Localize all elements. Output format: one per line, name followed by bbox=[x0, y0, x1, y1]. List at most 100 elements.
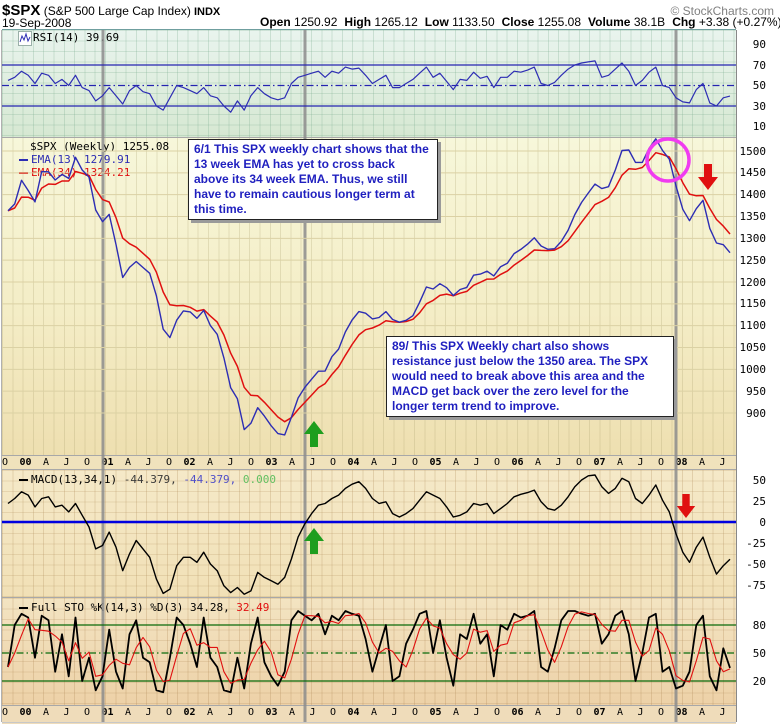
y-axis-label: 50 bbox=[752, 79, 766, 92]
ema34-label: EMA(34) 1324.21 bbox=[31, 166, 131, 179]
quote-key: Open bbox=[260, 15, 295, 29]
x-axis-label: 07 bbox=[593, 457, 606, 468]
x-axis-label: 05 bbox=[429, 707, 442, 718]
sto-k-value: 34.28, bbox=[183, 601, 230, 614]
ema34-line-swatch bbox=[19, 172, 28, 174]
x-axis-label: J bbox=[555, 457, 562, 468]
x-axis-row-top bbox=[2, 456, 736, 470]
rsi-panel bbox=[2, 30, 736, 137]
y-axis-label: 1200 bbox=[739, 275, 767, 289]
macd-line-swatch bbox=[19, 479, 28, 481]
y-axis-label: 20 bbox=[752, 674, 766, 688]
quote-key: Close bbox=[501, 15, 538, 29]
x-axis-label: A bbox=[42, 707, 50, 718]
y-axis-label: 900 bbox=[746, 406, 766, 420]
header-title: $SPX (S&P 500 Large Cap Index) INDX bbox=[2, 2, 220, 20]
y-axis-label: -25 bbox=[746, 536, 766, 550]
x-axis-label: J bbox=[473, 707, 480, 718]
y-axis-label: 1500 bbox=[739, 144, 767, 158]
quote-key: Low bbox=[424, 15, 453, 29]
x-axis-label: O bbox=[493, 457, 501, 468]
x-axis-label: J bbox=[309, 457, 316, 468]
x-axis-label: J bbox=[719, 457, 726, 468]
x-axis-label: 06 bbox=[511, 457, 524, 468]
macd-panel bbox=[2, 470, 736, 598]
x-axis-label: J bbox=[227, 707, 234, 718]
chart-date: 19-Sep-2008 bbox=[2, 16, 72, 30]
quote-value: 1255.08 bbox=[537, 15, 582, 29]
x-axis-label: A bbox=[616, 707, 624, 718]
x-axis-label: J bbox=[555, 707, 562, 718]
macd-value-2: -44.379, bbox=[176, 473, 237, 486]
annotation-note-ema: 6/1 This SPX weekly chart shows that the… bbox=[188, 139, 438, 220]
y-axis-label: 1250 bbox=[739, 253, 767, 267]
x-axis-label: O bbox=[1, 457, 9, 468]
x-axis-label: J bbox=[145, 707, 152, 718]
y-axis-label: 1300 bbox=[739, 231, 767, 245]
y-axis-label: 1400 bbox=[739, 188, 767, 202]
x-axis-label: 04 bbox=[347, 707, 360, 718]
exchange-label: INDX bbox=[190, 6, 221, 18]
y-axis-label: 1100 bbox=[739, 319, 767, 333]
x-axis-label: A bbox=[698, 457, 706, 468]
x-axis-label: O bbox=[493, 707, 501, 718]
x-axis-label: O bbox=[247, 707, 255, 718]
stochastic-legend: Full STO %K(14,3) %D(3) 34.28, 32.49 bbox=[19, 601, 269, 614]
x-axis-label: O bbox=[329, 707, 337, 718]
macd-value-1: -44.379, bbox=[117, 473, 177, 486]
x-axis-label: A bbox=[370, 707, 378, 718]
quote-bar: Open 1250.92 High 1265.12 Low 1133.50 Close… bbox=[260, 15, 780, 29]
price-legend: $SPX (Weekly) 1255.08 bbox=[30, 140, 170, 153]
quote-value: 38.1B bbox=[633, 15, 666, 29]
x-axis-label: A bbox=[534, 707, 542, 718]
x-axis-label: A bbox=[452, 457, 460, 468]
x-axis-label: J bbox=[391, 457, 398, 468]
x-axis-label: O bbox=[165, 457, 173, 468]
x-axis-label: A bbox=[370, 457, 378, 468]
x-axis-label: J bbox=[63, 707, 70, 718]
ema13-line-swatch bbox=[19, 159, 28, 161]
x-axis-label: J bbox=[473, 457, 480, 468]
annotation-note-resistance: 89/ This SPX Weekly chart also shows res… bbox=[386, 336, 674, 417]
x-axis-label: O bbox=[1, 707, 9, 718]
macd-value-3: 0.000 bbox=[236, 473, 277, 486]
x-axis-label: 06 bbox=[511, 707, 524, 718]
x-axis-label: 02 bbox=[183, 457, 196, 468]
y-axis-label: 1150 bbox=[739, 297, 767, 311]
sto-line-swatch bbox=[19, 607, 28, 609]
y-axis-label: 950 bbox=[746, 384, 766, 398]
x-axis-label: J bbox=[719, 707, 726, 718]
x-axis-label: 08 bbox=[675, 457, 688, 468]
x-axis-label: J bbox=[309, 707, 316, 718]
ema34-legend: EMA(34) 1324.21 bbox=[19, 166, 130, 179]
y-axis-label: -50 bbox=[746, 557, 766, 571]
x-axis-label: O bbox=[575, 457, 583, 468]
x-axis-row-bottom bbox=[2, 706, 736, 724]
x-axis-label: A bbox=[124, 457, 132, 468]
x-axis-label: O bbox=[575, 707, 583, 718]
sto-d-value: 32.49 bbox=[229, 601, 270, 614]
x-axis-label: O bbox=[411, 457, 419, 468]
x-axis-label: J bbox=[391, 707, 398, 718]
y-axis-label: 1000 bbox=[739, 362, 767, 376]
quote-value: 1265.12 bbox=[374, 15, 418, 29]
y-axis-label: 0 bbox=[759, 515, 766, 529]
x-axis-label: J bbox=[63, 457, 70, 468]
x-axis-label: A bbox=[206, 457, 214, 468]
x-axis-label: O bbox=[657, 707, 665, 718]
x-axis-label: O bbox=[411, 707, 419, 718]
x-axis-label: J bbox=[637, 707, 644, 718]
x-axis-label: A bbox=[452, 707, 460, 718]
y-axis-label: 80 bbox=[752, 618, 766, 632]
quote-value: +3.38 (+0.27%) bbox=[698, 15, 780, 29]
y-axis-label: 10 bbox=[752, 120, 766, 133]
y-axis-label: 1350 bbox=[739, 210, 767, 223]
y-axis-label: 30 bbox=[752, 99, 766, 113]
quote-key: High bbox=[344, 15, 375, 29]
x-axis-label: O bbox=[329, 457, 337, 468]
x-axis-label: J bbox=[145, 457, 152, 468]
ticker-symbol: $SPX bbox=[2, 2, 41, 19]
x-axis-label: 01 bbox=[101, 707, 114, 718]
x-axis-label: A bbox=[288, 707, 296, 718]
